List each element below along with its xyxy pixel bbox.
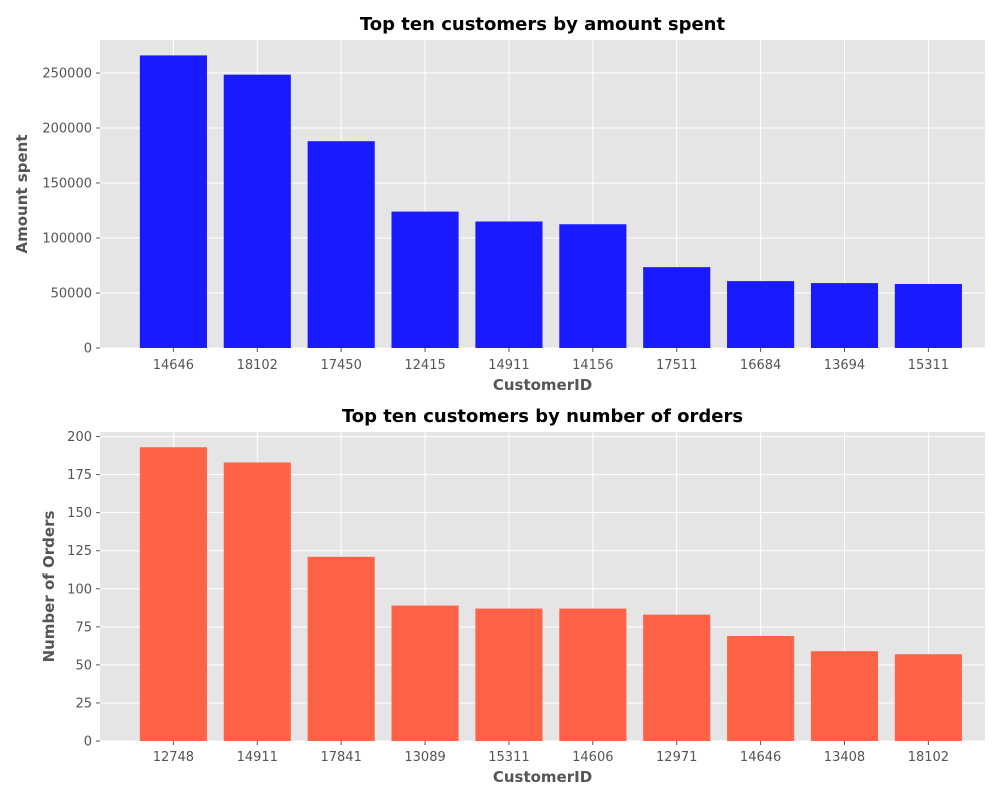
chart-2-bar-13089 bbox=[391, 605, 459, 741]
chart-2-bar-15311 bbox=[475, 608, 543, 741]
chart-2-ytick-label: 150 bbox=[67, 506, 92, 521]
chart-2-ytick-label: 25 bbox=[75, 696, 92, 711]
chart-1-xtick-label: 17450 bbox=[320, 358, 361, 373]
chart-1-bar-18102 bbox=[223, 74, 291, 349]
chart-2-bar-18102 bbox=[894, 654, 962, 741]
chart-1-bar-13694 bbox=[810, 283, 879, 348]
chart-2-xtick-label: 13408 bbox=[824, 750, 865, 765]
chart-1-xtick-label: 14911 bbox=[488, 358, 529, 373]
chart-1-xtick-label: 14156 bbox=[572, 358, 613, 373]
chart-1-bar-14156 bbox=[559, 224, 627, 348]
chart-1-bar-17450 bbox=[307, 141, 375, 348]
chart-1-bar-15311 bbox=[894, 283, 962, 348]
chart-1-xtick-label: 16684 bbox=[740, 358, 781, 373]
chart-2-xtick-label: 12971 bbox=[656, 750, 697, 765]
chart-2-ytick-label: 100 bbox=[67, 582, 92, 597]
chart-2: 0 25 50 75 100 125 150 175 200 12748 14911 17841 130… bbox=[40, 406, 985, 786]
chart-1-ytick-label: 250000 bbox=[42, 67, 92, 82]
chart-1-bar-17511 bbox=[643, 267, 711, 348]
chart-2-xtick-label: 14606 bbox=[572, 750, 613, 765]
chart-2-xtick-label: 14911 bbox=[237, 750, 278, 765]
chart-2-bar-17841 bbox=[307, 556, 375, 741]
chart-1-title: Top ten customers by amount spent bbox=[360, 14, 726, 35]
chart-2-ytick-label: 200 bbox=[67, 430, 92, 445]
chart-2-bar-14911 bbox=[223, 462, 291, 741]
chart-2-xtick-label: 18102 bbox=[908, 750, 949, 765]
chart-1-xtick-label: 15311 bbox=[908, 358, 949, 373]
chart-2-bar-12971 bbox=[643, 614, 711, 741]
chart-2-ylabel: Number of Orders bbox=[40, 511, 58, 663]
chart-1-xtick-label: 13694 bbox=[824, 358, 865, 373]
chart-2-ytick-label: 75 bbox=[75, 620, 92, 635]
chart-2-ytick-label: 175 bbox=[67, 468, 92, 483]
chart-2-bar-14646 bbox=[727, 635, 795, 741]
chart-2-xtick-label: 15311 bbox=[488, 750, 529, 765]
chart-1-xtick-label: 14646 bbox=[153, 358, 194, 373]
chart-2-bar-13408 bbox=[810, 651, 879, 741]
chart-1-xlabel: CustomerID bbox=[493, 376, 592, 394]
chart-2-bar-12748 bbox=[139, 447, 207, 741]
chart-2-xtick-label: 12748 bbox=[153, 750, 194, 765]
chart-1-ylabel: Amount spent bbox=[13, 135, 31, 254]
chart-2-xtick-label: 17841 bbox=[320, 750, 361, 765]
chart-1-bar-14646 bbox=[139, 55, 207, 349]
chart-2-title: Top ten customers by number of orders bbox=[342, 406, 743, 427]
chart-2-xtick-label: 14646 bbox=[740, 750, 781, 765]
chart-1-bar-14911 bbox=[475, 221, 543, 348]
chart-2-xlabel: CustomerID bbox=[493, 768, 592, 786]
chart-2-xtick-label: 13089 bbox=[404, 750, 445, 765]
chart-2-bar-14606 bbox=[559, 608, 627, 741]
chart-1-ytick-label: 0 bbox=[84, 342, 92, 357]
chart-1-xtick-label: 12415 bbox=[404, 358, 445, 373]
chart-2-ytick-label: 125 bbox=[67, 544, 92, 559]
chart-1-bar-16684 bbox=[727, 281, 795, 348]
chart-2-ytick-label: 0 bbox=[84, 735, 92, 750]
chart-1-ytick-label: 100000 bbox=[42, 232, 92, 247]
chart-1-xtick-label: 17511 bbox=[656, 358, 697, 373]
chart-1-bar-12415 bbox=[391, 211, 459, 348]
chart-1-ytick-label: 200000 bbox=[42, 122, 92, 137]
chart-1-ytick-label: 50000 bbox=[51, 287, 92, 302]
chart-2-ytick-label: 50 bbox=[75, 658, 92, 673]
chart-1-xtick-label: 18102 bbox=[237, 358, 278, 373]
chart-1: 0 50000 100000 150000 200000 250000 14646 18102… bbox=[13, 14, 985, 394]
chart-1-ytick-label: 150000 bbox=[42, 177, 92, 192]
